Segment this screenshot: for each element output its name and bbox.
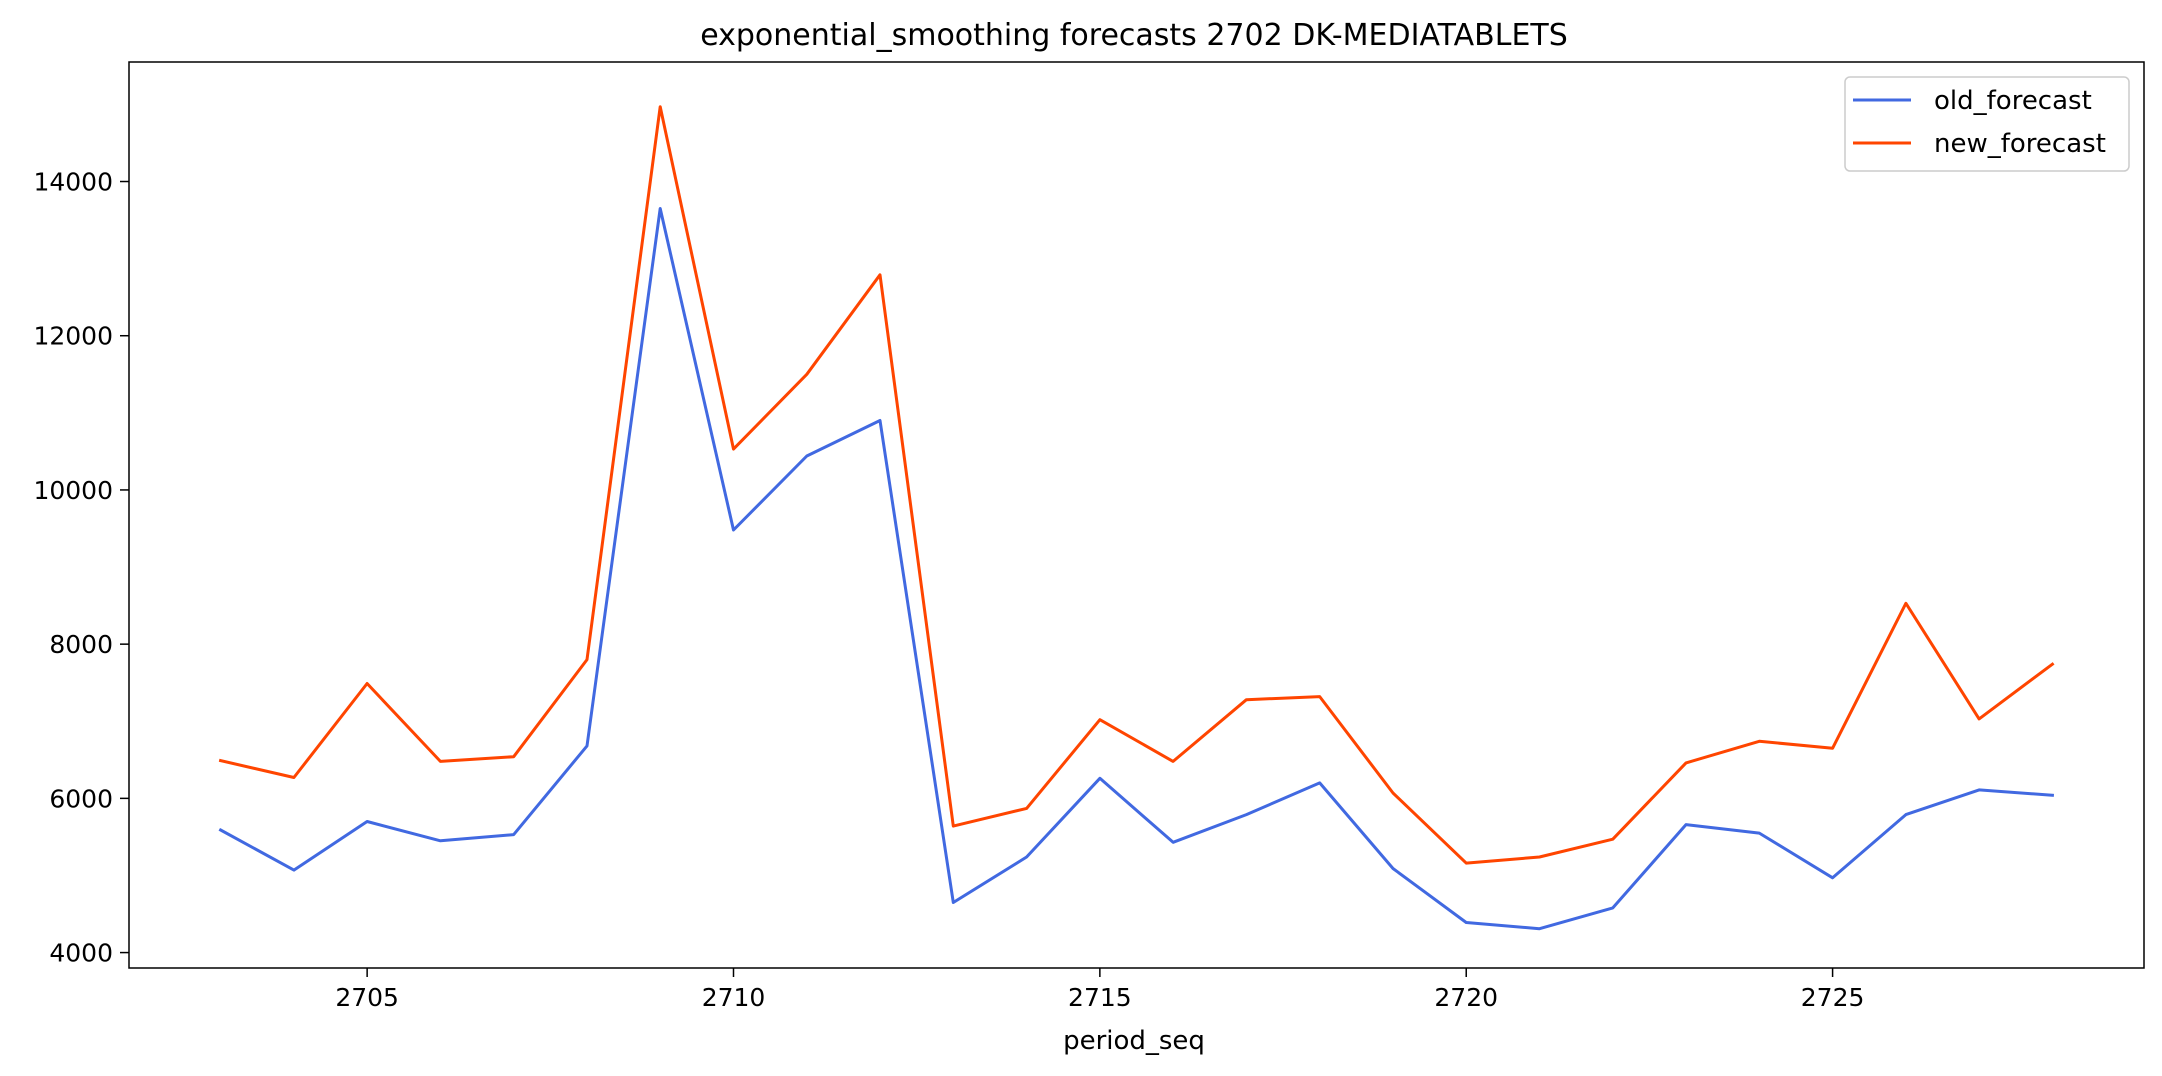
x-axis-label: period_seq: [1063, 1026, 1205, 1056]
series-line-new-forecast: [218, 105, 2055, 865]
x-axis-ticks: 2705 2710 2715 2720 2725: [335, 968, 1864, 1012]
x-tick-label: 2715: [1068, 983, 1132, 1012]
plot-frame: [128, 61, 2145, 969]
y-axis-ticks: 4000 6000 8000 10000 12000 14000: [33, 168, 129, 968]
legend-label-old-forecast: old_forecast: [1934, 86, 2092, 116]
legend-label-new-forecast: new_forecast: [1934, 129, 2106, 159]
series-layer: [218, 105, 2055, 931]
x-tick-label: 2710: [702, 983, 766, 1012]
legend: old_forecast new_forecast: [1844, 76, 2130, 172]
series-line-old-forecast: [218, 207, 2055, 931]
y-tick-label: 6000: [49, 784, 113, 813]
y-tick-label: 12000: [33, 322, 113, 351]
x-tick-label: 2720: [1434, 983, 1498, 1012]
y-tick-label: 8000: [49, 630, 113, 659]
x-tick-label: 2725: [1801, 983, 1865, 1012]
x-tick-label: 2705: [335, 983, 399, 1012]
chart-title: exponential_smoothing forecasts 2702 DK-…: [700, 18, 1568, 53]
y-tick-label: 10000: [33, 476, 113, 505]
legend-box: [1844, 76, 2130, 172]
y-tick-label: 14000: [33, 168, 113, 197]
y-tick-label: 4000: [49, 939, 113, 968]
